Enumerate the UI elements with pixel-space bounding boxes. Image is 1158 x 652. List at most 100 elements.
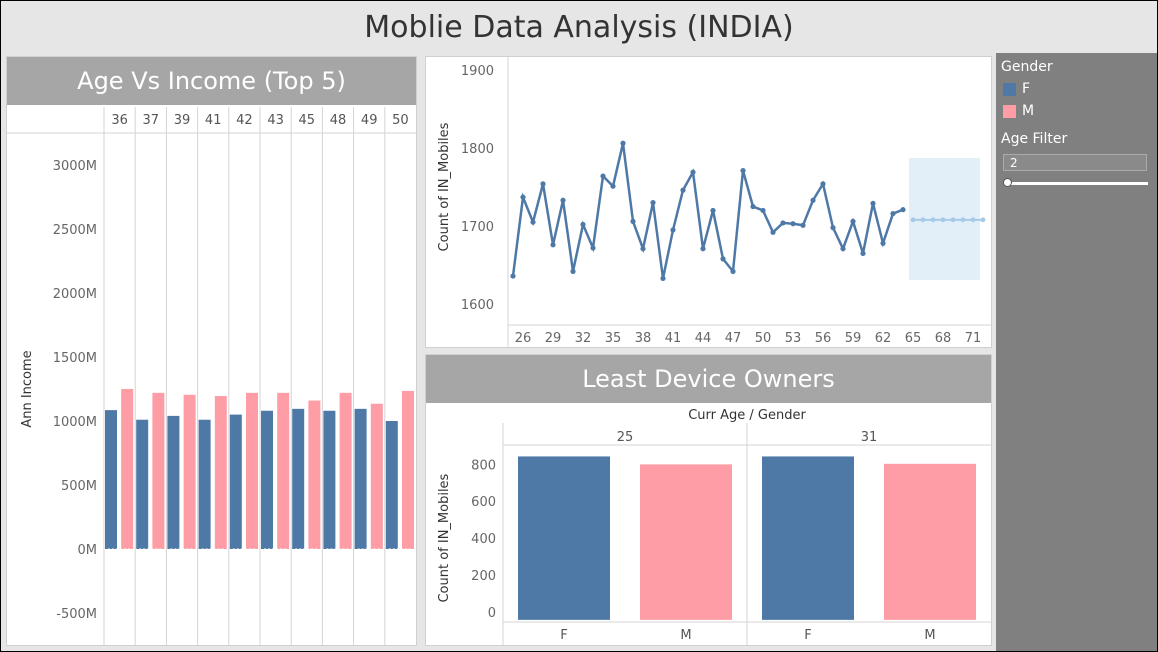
- legend-item-m[interactable]: M: [1003, 103, 1034, 119]
- count-point: [530, 219, 536, 225]
- forecast-point: [980, 217, 986, 223]
- bar-f: [136, 419, 149, 549]
- count-point: [760, 207, 766, 214]
- bar-m: [640, 464, 732, 620]
- legend-swatch-m: [1003, 104, 1016, 118]
- x-tick-label: 59: [845, 331, 862, 346]
- count-point: [570, 268, 576, 274]
- bar-m: [402, 390, 414, 549]
- bar-f: [198, 419, 211, 549]
- age-filter-slider-thumb[interactable]: [1003, 178, 1012, 187]
- y-tick-label: 2000M: [53, 287, 97, 302]
- y-tick-label: 800: [471, 458, 496, 473]
- x-tick-label: 26: [515, 331, 532, 346]
- gender-label: F: [804, 628, 811, 643]
- x-tick-label: 62: [875, 331, 892, 346]
- panel-header-label: Curr Age / Gender: [688, 408, 806, 423]
- x-tick-label: 29: [545, 331, 562, 346]
- y-tick-label: -500M: [56, 607, 97, 622]
- x-tick-label: 65: [905, 331, 922, 346]
- x-tick-label: 68: [935, 331, 952, 346]
- count-point: [520, 194, 526, 200]
- bar-m: [246, 392, 258, 549]
- count-point: [660, 275, 666, 282]
- y-tick-label: 1000M: [53, 415, 97, 430]
- y-tick-label: 0M: [78, 543, 98, 558]
- count-point: [560, 197, 566, 203]
- bar-f: [261, 410, 273, 549]
- y-axis-title: Count of IN_Mobiles: [437, 473, 452, 602]
- bar-m: [884, 463, 976, 620]
- category-label: 39: [174, 113, 191, 128]
- count-point: [900, 207, 906, 213]
- count-point: [850, 218, 856, 224]
- age-income-chart: 36 37 39 41 42 43 45 48 49 50 -500M 0M 500M 1000M 1500…: [7, 107, 416, 645]
- count-line-chart: 1600 1700 1800 1900 26 29 32 35 38 41 44 47 50 53 56 59…: [437, 57, 991, 347]
- count-point: [550, 242, 556, 248]
- forecast-point: [960, 217, 966, 223]
- y-tick-label: 1500M: [53, 351, 97, 366]
- count-point: [690, 169, 696, 175]
- legend-swatch-f: [1003, 82, 1016, 96]
- bar-m: [277, 392, 290, 549]
- y-tick-label: 2500M: [53, 223, 97, 238]
- count-point: [800, 222, 806, 228]
- bar-f: [292, 408, 305, 549]
- count-point: [770, 229, 776, 235]
- y-tick-label: 1600: [461, 298, 494, 313]
- count-series-line: [511, 142, 904, 279]
- count-point: [630, 218, 636, 224]
- x-tick-label: 53: [785, 331, 802, 346]
- count-point: [710, 207, 716, 214]
- legend-label-m: M: [1022, 103, 1035, 119]
- count-point: [880, 240, 886, 246]
- count-point: [720, 256, 726, 262]
- age-filter-slider-track[interactable]: [1005, 182, 1148, 185]
- category-label: 36: [111, 113, 128, 128]
- forecast-point: [920, 217, 926, 223]
- count-point: [650, 200, 656, 206]
- count-point: [860, 250, 866, 257]
- legend-title: Gender: [1001, 59, 1053, 75]
- age-income-title: Age Vs Income (Top 5): [7, 57, 416, 105]
- count-point: [600, 173, 606, 179]
- bar-f: [518, 456, 610, 620]
- age-income-panel: Age Vs Income (Top 5) 36 37 39 41 42 43 45 48 49…: [6, 56, 417, 646]
- bar-f: [167, 415, 180, 549]
- category-label: 41: [205, 113, 222, 128]
- age-filter-input[interactable]: [1003, 154, 1147, 171]
- bar-m: [214, 396, 227, 549]
- y-tick-label: 3000M: [53, 159, 97, 174]
- category-label: 37: [143, 113, 160, 128]
- y-tick-label: 1900: [461, 64, 494, 79]
- bar-m: [152, 392, 165, 549]
- category-label: 45: [299, 113, 316, 128]
- bar-f: [354, 408, 367, 549]
- count-line-panel: 1600 1700 1800 1900 26 29 32 35 38 41 44 47 50 53 56 59…: [425, 56, 992, 348]
- category-label: 50: [392, 113, 409, 128]
- count-point: [540, 181, 546, 187]
- bar-f: [323, 410, 336, 549]
- least-owners-title: Least Device Owners: [426, 355, 991, 403]
- bar-f: [229, 414, 242, 549]
- legend-label-f: F: [1022, 81, 1031, 97]
- count-point: [790, 221, 796, 227]
- bar-f: [105, 410, 117, 549]
- y-axis-title: Count of IN_Mobiles: [437, 122, 452, 251]
- gender-label: M: [680, 628, 691, 643]
- y-tick-label: 400: [471, 532, 496, 547]
- count-point: [740, 167, 746, 174]
- y-tick-label: 600: [471, 495, 496, 510]
- category-label: 42: [236, 113, 253, 128]
- bar-m: [121, 389, 134, 549]
- bar-m: [308, 400, 321, 549]
- bar-f: [385, 421, 398, 549]
- count-point: [610, 183, 616, 189]
- y-tick-label: 1800: [461, 142, 494, 157]
- x-tick-label: 35: [605, 331, 622, 346]
- group-label: 31: [861, 430, 878, 445]
- bar-m: [339, 392, 352, 549]
- forecast-point: [970, 217, 976, 223]
- legend-item-f[interactable]: F: [1003, 81, 1030, 97]
- bar-m: [183, 394, 196, 549]
